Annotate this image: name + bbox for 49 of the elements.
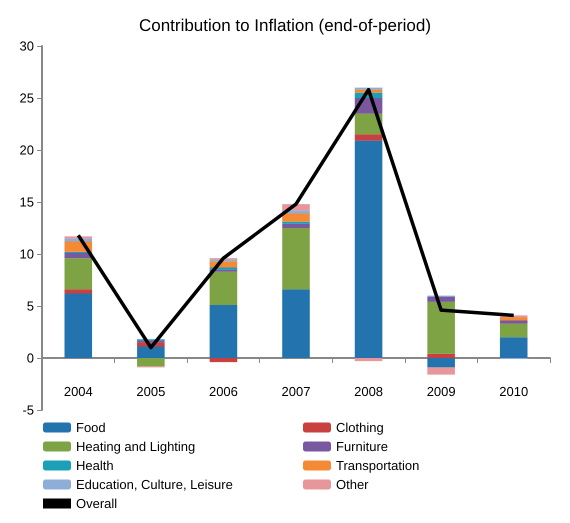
legend-label: Heating and Lighting (76, 439, 196, 454)
bar (354, 140, 382, 358)
x-tick-label: 2009 (426, 384, 456, 399)
y-tick-label: -5 (22, 402, 34, 418)
chart-title: Contribution to Inflation (end-of-period) (139, 16, 431, 35)
bar (282, 289, 310, 358)
bar (64, 258, 92, 290)
bar (282, 228, 310, 290)
bar (210, 272, 238, 305)
bar (64, 294, 92, 358)
bar (427, 302, 455, 354)
x-tick-label: 2007 (282, 384, 310, 399)
bar (500, 324, 528, 338)
bar (282, 224, 310, 228)
bar (427, 367, 455, 375)
legend-label: Food (76, 420, 106, 435)
legend-label: Education, Culture, Leisure (76, 477, 233, 492)
bar (500, 317, 528, 321)
legend-label: Transportation (336, 458, 420, 473)
y-tick-label: 20 (20, 142, 34, 158)
y-tick-label: 0 (26, 350, 34, 366)
legend-label: Clothing (336, 420, 384, 435)
bar (354, 134, 382, 141)
bar (427, 354, 455, 358)
legend-label: Other (336, 477, 370, 492)
x-tick-label: 2006 (208, 384, 238, 399)
y-tick-label: 15 (20, 194, 34, 210)
bar (210, 358, 238, 362)
bar (427, 358, 455, 368)
bar (500, 320, 528, 324)
legend-label: Furniture (336, 439, 388, 454)
bar (282, 213, 310, 222)
bar (354, 358, 382, 362)
legend-label: Health (76, 458, 114, 473)
y-tick-label: 25 (20, 90, 34, 106)
x-tick-label: 2005 (136, 384, 166, 399)
bar (64, 289, 92, 294)
bar (137, 358, 165, 366)
bar (500, 337, 528, 358)
line-series (76, 88, 516, 350)
y-tick-label: 10 (20, 246, 34, 262)
x-tick-label: 2010 (499, 384, 528, 399)
bar (210, 304, 238, 358)
x-tick-label: 2004 (64, 384, 93, 399)
y-tick-label: 30 (20, 38, 34, 54)
bar (137, 346, 165, 358)
y-tick-label: 5 (26, 298, 34, 314)
legend-label: Overall (76, 496, 118, 511)
x-tick-label: 2008 (354, 384, 384, 399)
